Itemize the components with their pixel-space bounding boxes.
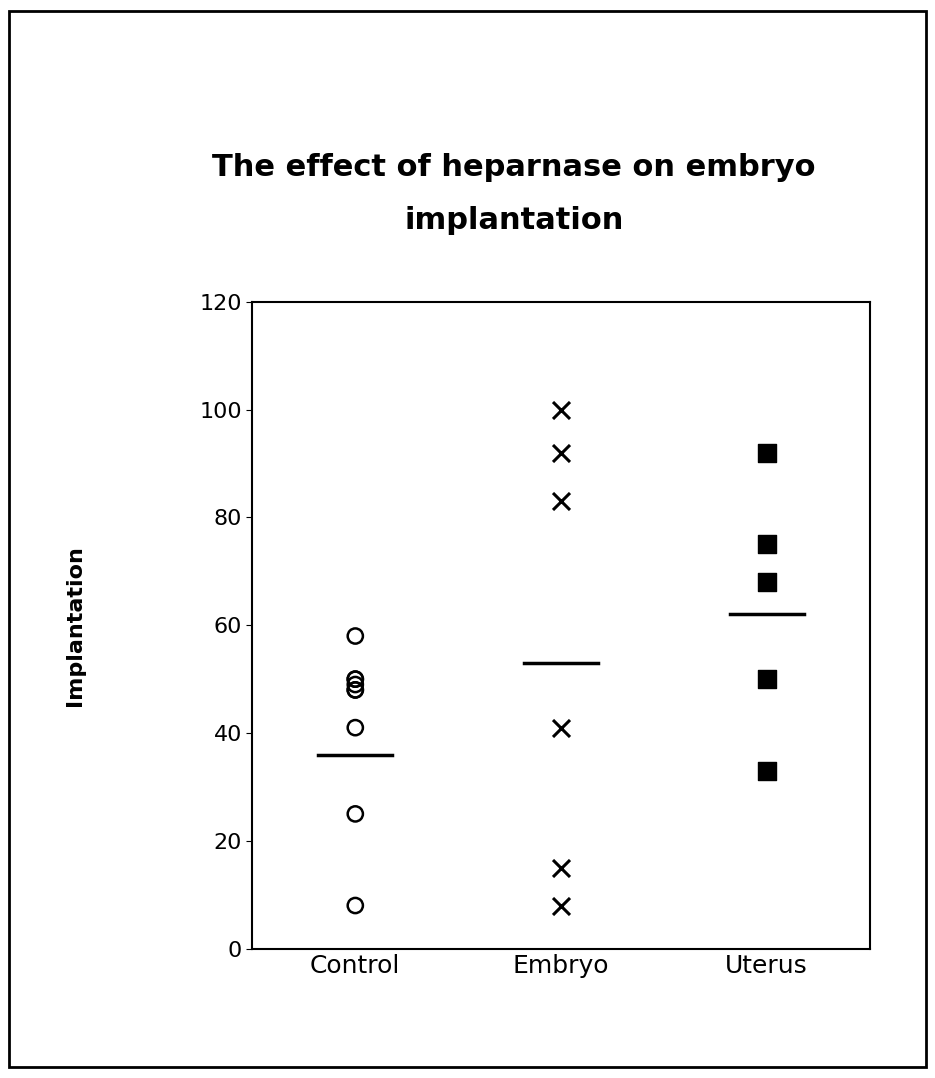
- Point: [759, 671, 774, 688]
- Point: [348, 805, 363, 823]
- Text: Implantation: Implantation: [65, 544, 85, 706]
- Point: [348, 671, 363, 688]
- Point: [348, 676, 363, 693]
- Point: [348, 897, 363, 914]
- Point: [348, 681, 363, 699]
- Point: [554, 719, 568, 736]
- Point: [554, 897, 568, 914]
- Point: [348, 671, 363, 688]
- Point: [348, 681, 363, 699]
- Point: [554, 859, 568, 876]
- Point: [554, 401, 568, 418]
- Point: [759, 444, 774, 461]
- Point: [759, 536, 774, 553]
- Text: The effect of heparnase on embryo: The effect of heparnase on embryo: [212, 153, 816, 181]
- Point: [554, 493, 568, 510]
- Point: [759, 573, 774, 591]
- Point: [348, 719, 363, 736]
- Point: [759, 762, 774, 779]
- Text: implantation: implantation: [405, 207, 624, 235]
- Point: [554, 444, 568, 461]
- Point: [348, 627, 363, 645]
